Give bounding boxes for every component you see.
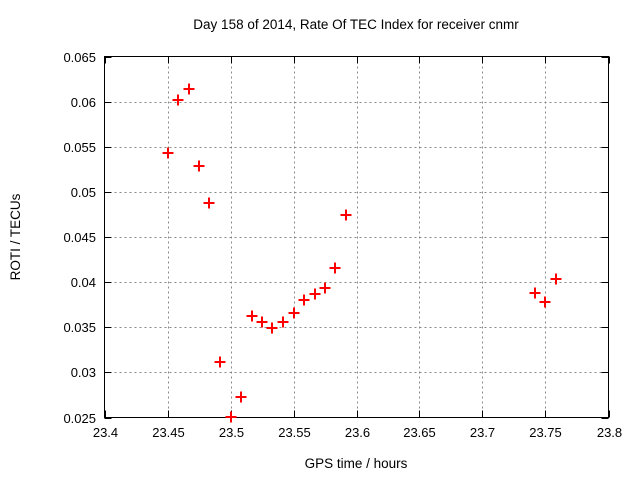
y-tick-label: 0.05 [71,185,96,200]
y-tick-label: 0.035 [63,320,96,335]
y-tick-label: 0.065 [63,50,96,65]
y-tick-label: 0.03 [71,365,96,380]
y-tick-label: 0.04 [71,275,96,290]
x-axis-label: GPS time / hours [305,456,408,471]
data-point-marker [203,197,215,209]
x-tick-label: 23.8 [597,425,622,440]
x-tick-label: 23.45 [152,425,185,440]
y-tick-label: 0.06 [71,95,96,110]
data-point-marker [256,316,268,328]
data-point-marker [340,209,352,221]
data-point-marker [183,83,195,95]
data-point-marker [550,273,562,285]
data-point-marker [529,287,541,299]
x-tick-label: 23.55 [278,425,311,440]
data-point-marker [329,262,341,274]
data-point-marker [319,282,331,294]
chart-title: Day 158 of 2014, Rate Of TEC Index for r… [193,17,519,32]
data-point-marker [235,391,247,403]
data-point-marker [539,296,551,308]
data-point-marker [266,322,278,334]
x-tick-label: 23.65 [403,425,436,440]
y-tick-label: 0.045 [63,230,96,245]
x-tick-label: 23.75 [529,425,562,440]
x-tick-label: 23.6 [345,425,370,440]
x-tick-label: 23.7 [470,425,495,440]
grid-layer [104,56,609,418]
x-tick-label: 23.4 [93,425,118,440]
data-point-marker [288,307,300,319]
y-tick-label: 0.055 [63,140,96,155]
data-point-marker [162,147,174,159]
plot-border [104,56,609,418]
data-point-marker [225,411,237,423]
data-point-marker [246,310,258,322]
axis-layer [104,56,610,419]
y-axis-label: ROTI / TECUs [8,193,23,280]
y-tick-label: 0.025 [63,411,96,426]
data-point-marker [172,94,184,106]
data-point-layer [162,83,562,423]
x-tick-label: 23.5 [219,425,244,440]
data-point-marker [298,294,310,306]
data-point-marker [193,160,205,172]
data-point-marker [277,316,289,328]
data-point-marker [309,288,321,300]
tick-label-layer: 23.4 23.45 23.5 23.55 23.6 23.65 23.7 23.75 23.8… [63,50,622,440]
data-point-marker [214,356,226,368]
